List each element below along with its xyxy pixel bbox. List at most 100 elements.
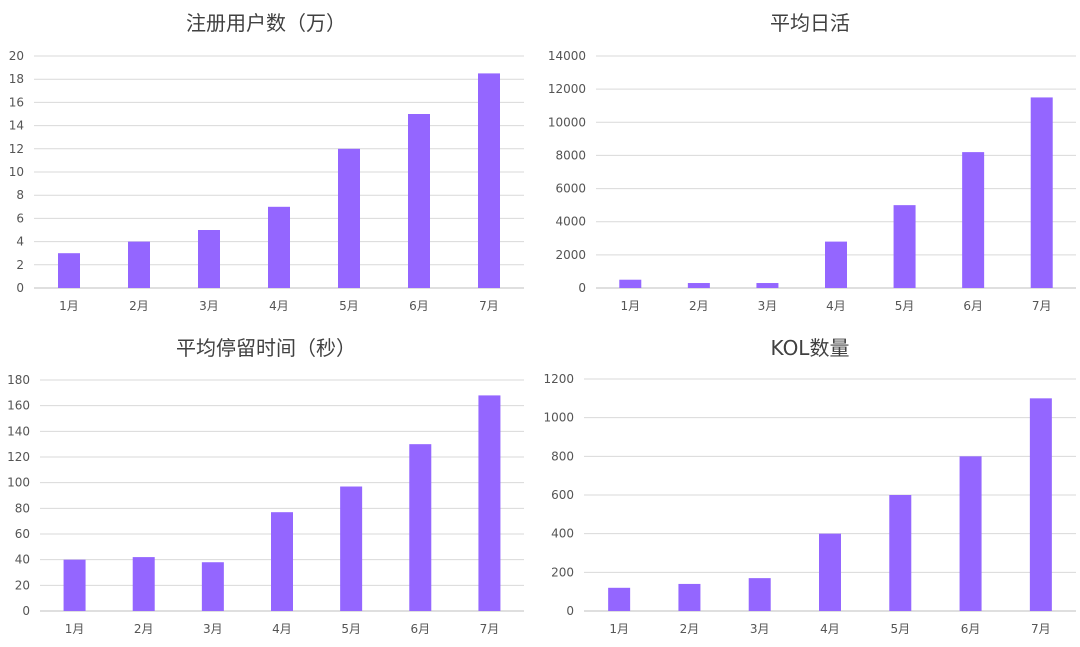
bar bbox=[63, 559, 86, 611]
y-tick-label: 40 bbox=[15, 553, 30, 567]
bar bbox=[619, 279, 642, 288]
y-tick-label: 2000 bbox=[555, 248, 586, 262]
x-tick-label: 2月 bbox=[689, 299, 709, 313]
y-tick-label: 18 bbox=[9, 72, 24, 86]
chart-title: KOL数量 bbox=[771, 336, 850, 360]
y-tick-label: 0 bbox=[578, 281, 586, 295]
y-tick-label: 6000 bbox=[555, 182, 586, 196]
bar bbox=[748, 578, 771, 611]
x-tick-label: 3月 bbox=[199, 299, 219, 313]
bar bbox=[893, 205, 916, 288]
y-tick-label: 0 bbox=[22, 604, 30, 618]
x-tick-label: 1月 bbox=[65, 622, 85, 636]
chart-kol-count-svg: KOL数量 0 200 400 600 800 1000 1200 1月 2月 3月 4月 5月 6月 7月 bbox=[543, 336, 1076, 636]
x-tick-label: 5月 bbox=[890, 622, 910, 636]
bar bbox=[338, 148, 360, 288]
x-tick-label: 1月 bbox=[620, 299, 640, 313]
x-tick-label: 3月 bbox=[758, 299, 778, 313]
y-tick-label: 160 bbox=[7, 399, 30, 413]
x-tick-label: 3月 bbox=[750, 622, 770, 636]
bar bbox=[268, 206, 290, 288]
y-tick-label: 8000 bbox=[555, 148, 586, 162]
y-tick-label: 14000 bbox=[548, 49, 586, 63]
bar bbox=[271, 512, 293, 611]
chart-title: 平均停留时间（秒） bbox=[176, 336, 356, 360]
y-tick-label: 80 bbox=[15, 501, 30, 515]
x-tick-label: 3月 bbox=[203, 622, 223, 636]
chart-title: 注册用户数（万） bbox=[186, 11, 346, 35]
bar bbox=[678, 583, 701, 611]
x-tick-label: 4月 bbox=[826, 299, 846, 313]
y-tick-label: 14 bbox=[9, 119, 24, 133]
y-tick-label: 10 bbox=[9, 165, 24, 179]
chart-registered-users-svg: 注册用户数（万） 0 2 4 6 8 10 12 14 16 18 20 1月 2月 3月 4月 5月 6月 7月 bbox=[9, 11, 524, 313]
x-tick-label: 2月 bbox=[680, 622, 700, 636]
bar bbox=[962, 152, 985, 288]
bar bbox=[198, 230, 220, 288]
bar bbox=[409, 444, 432, 611]
x-tick-label: 5月 bbox=[341, 622, 361, 636]
y-tick-label: 8 bbox=[16, 188, 24, 202]
y-tick-label: 10000 bbox=[548, 115, 586, 129]
bar bbox=[408, 114, 430, 288]
y-tick-label: 2 bbox=[16, 258, 24, 272]
bar bbox=[132, 557, 155, 611]
bar bbox=[340, 486, 363, 611]
x-tick-label: 7月 bbox=[1031, 622, 1051, 636]
x-tick-label: 2月 bbox=[134, 622, 154, 636]
y-tick-label: 0 bbox=[16, 281, 24, 295]
chart-avg-daily-active: 平均日活 0 2000 4000 6000 8000 10000 12000 14000 1月 2月… bbox=[540, 0, 1080, 323]
x-tick-label: 7月 bbox=[479, 299, 499, 313]
y-tick-label: 800 bbox=[551, 449, 574, 463]
chart-kol-count: KOL数量 0 200 400 600 800 1000 1200 1月 2月 3月 4月 5月 6月 7月 bbox=[540, 323, 1080, 647]
bar bbox=[756, 283, 779, 288]
bar bbox=[608, 587, 631, 611]
y-tick-label: 0 bbox=[566, 604, 574, 618]
x-tick-label: 1月 bbox=[609, 622, 629, 636]
x-tick-label: 2月 bbox=[129, 299, 149, 313]
bar bbox=[478, 395, 501, 611]
bar bbox=[687, 283, 710, 288]
y-tick-label: 4000 bbox=[555, 215, 586, 229]
x-tick-label: 4月 bbox=[272, 622, 292, 636]
y-tick-label: 16 bbox=[9, 95, 24, 109]
x-tick-label: 6月 bbox=[961, 622, 981, 636]
x-tick-label: 5月 bbox=[895, 299, 915, 313]
chart-registered-users: 注册用户数（万） 0 2 4 6 8 10 12 14 16 18 20 1月 2月 3月 4月 5月 6月 7月 bbox=[0, 0, 540, 323]
x-tick-label: 1月 bbox=[59, 299, 79, 313]
x-tick-label: 7月 bbox=[480, 622, 500, 636]
y-tick-label: 1200 bbox=[543, 372, 574, 386]
y-tick-label: 180 bbox=[7, 373, 30, 387]
x-tick-label: 4月 bbox=[820, 622, 840, 636]
y-tick-label: 20 bbox=[9, 49, 24, 63]
chart-avg-daily-active-svg: 平均日活 0 2000 4000 6000 8000 10000 12000 14000 1月 2月… bbox=[548, 11, 1076, 313]
bar bbox=[478, 73, 500, 289]
bar bbox=[819, 533, 841, 611]
bar bbox=[1030, 97, 1053, 288]
x-tick-label: 7月 bbox=[1032, 299, 1052, 313]
y-tick-label: 12000 bbox=[548, 82, 586, 96]
y-tick-label: 6 bbox=[16, 211, 24, 225]
x-tick-label: 6月 bbox=[409, 299, 429, 313]
chart-title: 平均日活 bbox=[770, 11, 850, 35]
x-tick-label: 6月 bbox=[410, 622, 430, 636]
y-tick-label: 12 bbox=[9, 142, 24, 156]
y-tick-label: 4 bbox=[16, 235, 24, 249]
bar bbox=[128, 241, 150, 288]
y-tick-label: 60 bbox=[15, 527, 30, 541]
y-tick-label: 1000 bbox=[543, 411, 574, 425]
y-tick-label: 600 bbox=[551, 488, 574, 502]
bar bbox=[825, 241, 847, 288]
y-tick-label: 120 bbox=[7, 450, 30, 464]
bar bbox=[1029, 398, 1052, 611]
y-tick-label: 20 bbox=[15, 578, 30, 592]
y-tick-label: 100 bbox=[7, 476, 30, 490]
bar bbox=[201, 562, 224, 611]
bar bbox=[959, 456, 982, 611]
chart-avg-stay-time-svg: 平均停留时间（秒） 0 20 40 60 80 100 120 140 160 180 1月 2月 3月 4… bbox=[7, 336, 524, 636]
x-tick-label: 6月 bbox=[963, 299, 983, 313]
bar bbox=[889, 495, 912, 611]
chart-avg-stay-time: 平均停留时间（秒） 0 20 40 60 80 100 120 140 160 180 1月 2月 3月 4… bbox=[0, 323, 540, 647]
y-tick-label: 400 bbox=[551, 527, 574, 541]
x-tick-label: 5月 bbox=[339, 299, 359, 313]
